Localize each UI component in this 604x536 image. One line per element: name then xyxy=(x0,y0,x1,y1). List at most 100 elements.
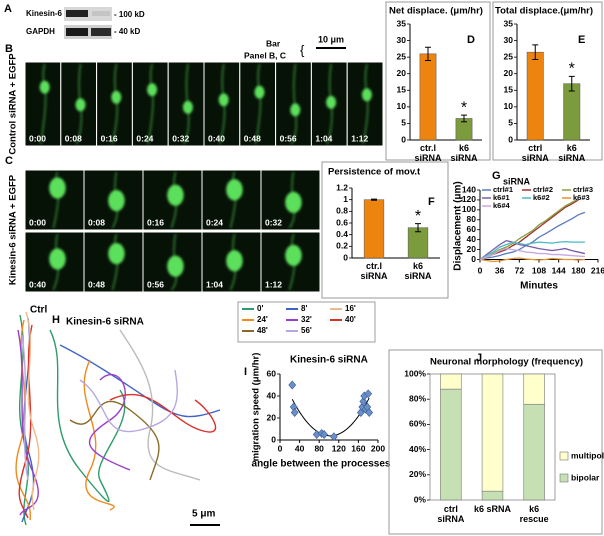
panel-label: D xyxy=(467,34,475,46)
data-point xyxy=(288,380,297,390)
panel-box xyxy=(492,1,603,161)
chart-title: Total displace.(μm/hr) xyxy=(495,6,593,17)
trace xyxy=(119,329,201,481)
time-stamp: 0:24 xyxy=(136,133,153,143)
y-tick-label: 80 xyxy=(467,214,477,224)
error-bar xyxy=(415,223,421,233)
time-stamp: 0:56 xyxy=(147,279,164,289)
time-stamp: 0:16 xyxy=(101,133,118,143)
data-point xyxy=(365,408,374,417)
x-tick-label: k6 siRNA xyxy=(404,261,432,281)
significance: * xyxy=(461,99,467,116)
time-stamp: 0:08 xyxy=(65,133,82,143)
x-tick-label: 72 xyxy=(515,265,525,275)
error-bar xyxy=(371,198,377,201)
bar-segment xyxy=(440,373,462,390)
legend-label: k6#4 xyxy=(493,201,511,210)
data-line xyxy=(479,211,586,261)
legend-label: 0' xyxy=(257,304,263,313)
time-stamp: 0:48 xyxy=(244,133,261,143)
legend-label: ctrl#3 xyxy=(573,185,593,194)
x-tick-label: 80 xyxy=(314,443,324,453)
x-tick-label: k6 siRNA xyxy=(558,143,586,163)
panel-label: A xyxy=(4,3,12,15)
y-tick-label: 30 xyxy=(397,35,407,45)
panel-h-area xyxy=(2,300,234,534)
blot-band xyxy=(92,11,110,16)
x-tick-label: ctr.l siRNA xyxy=(360,261,388,281)
y-tick-label: 25 xyxy=(397,51,407,61)
blot-band xyxy=(66,10,88,17)
legend-label: k6#3 xyxy=(573,193,590,202)
legend-label: ctrl#1 xyxy=(493,185,513,194)
error-bar xyxy=(568,75,575,92)
error-bar xyxy=(425,46,431,61)
x-tick-label: 40 xyxy=(295,443,305,453)
bar xyxy=(526,51,544,141)
y-tick-label: 0 xyxy=(508,134,513,144)
data-point xyxy=(320,430,328,439)
scale-text: 10 μm xyxy=(318,34,344,44)
data-line xyxy=(479,240,585,261)
y-tick-label: 25 xyxy=(504,51,514,61)
trace-label: Ctrl xyxy=(30,305,47,316)
x-axis-label: angle between the processes xyxy=(252,459,391,470)
legend-label: k6#2 xyxy=(533,193,550,202)
bar-segment xyxy=(523,373,545,405)
y-tick-label: 60% xyxy=(409,419,426,429)
cell-body xyxy=(75,98,86,112)
chart-title: Persistence of mov.t xyxy=(328,167,421,178)
bar-segment xyxy=(481,373,504,492)
blot-label: Kinesin-6 xyxy=(26,9,63,18)
cell-body xyxy=(147,83,158,97)
trace xyxy=(79,369,178,433)
time-stamp: 0:16 xyxy=(147,217,164,227)
x-tick-label: 144 xyxy=(552,265,566,275)
x-tick-label: k6 siRNA xyxy=(450,143,478,163)
blot-band xyxy=(66,28,88,36)
y-tick-label: 0.2 xyxy=(336,241,348,251)
x-tick-label: k6 rescue xyxy=(519,504,549,524)
bar-segment xyxy=(481,490,504,501)
legend-box xyxy=(237,301,376,343)
bar-segment xyxy=(523,403,545,501)
bar xyxy=(563,83,581,141)
time-stamp: 0:24 xyxy=(206,217,223,227)
data-line xyxy=(479,198,579,261)
y-tick-label: 30 xyxy=(504,35,514,45)
y-tick-label: 0 xyxy=(271,434,276,444)
cell-body xyxy=(290,103,301,117)
scale-note: Panel B, C xyxy=(244,50,286,60)
y-tick-label: 60 xyxy=(467,224,477,234)
legend-swatch xyxy=(559,473,569,483)
x-tick-label: ctrl siRNA xyxy=(521,143,549,163)
y-tick-label: 100% xyxy=(404,368,426,378)
time-stamp: 1:04 xyxy=(206,279,223,289)
significance: * xyxy=(569,61,575,78)
time-stamp: 0:32 xyxy=(265,217,282,227)
y-tick-label: 35 xyxy=(504,18,514,28)
time-stamp: 1:12 xyxy=(351,133,368,143)
y-tick-label: 0 xyxy=(401,134,406,144)
blot-size: - 40 kD xyxy=(114,27,140,36)
y-axis-label: migration speed (μm/hr) xyxy=(251,353,262,462)
data-point xyxy=(290,408,299,417)
y-tick-label: 40 xyxy=(267,390,277,400)
chart-title: Neuronal morphology (frequency) xyxy=(430,357,583,368)
time-stamp: 1:12 xyxy=(265,279,282,289)
data-line xyxy=(479,239,586,261)
scale-note: Bar xyxy=(266,38,281,48)
legend-label: 40' xyxy=(345,315,356,324)
trace xyxy=(49,329,126,503)
panel-label: I xyxy=(244,366,247,378)
x-tick-label: k6 sRNA xyxy=(473,504,511,514)
legend-label: ctrl#2 xyxy=(533,185,553,194)
trace xyxy=(21,334,29,481)
legend-label: 32' xyxy=(301,315,312,324)
trace xyxy=(69,400,160,481)
panel-box xyxy=(388,349,603,535)
y-tick-label: 40 xyxy=(467,234,477,244)
y-tick-label: 20% xyxy=(409,469,426,479)
error-bar xyxy=(461,114,467,123)
